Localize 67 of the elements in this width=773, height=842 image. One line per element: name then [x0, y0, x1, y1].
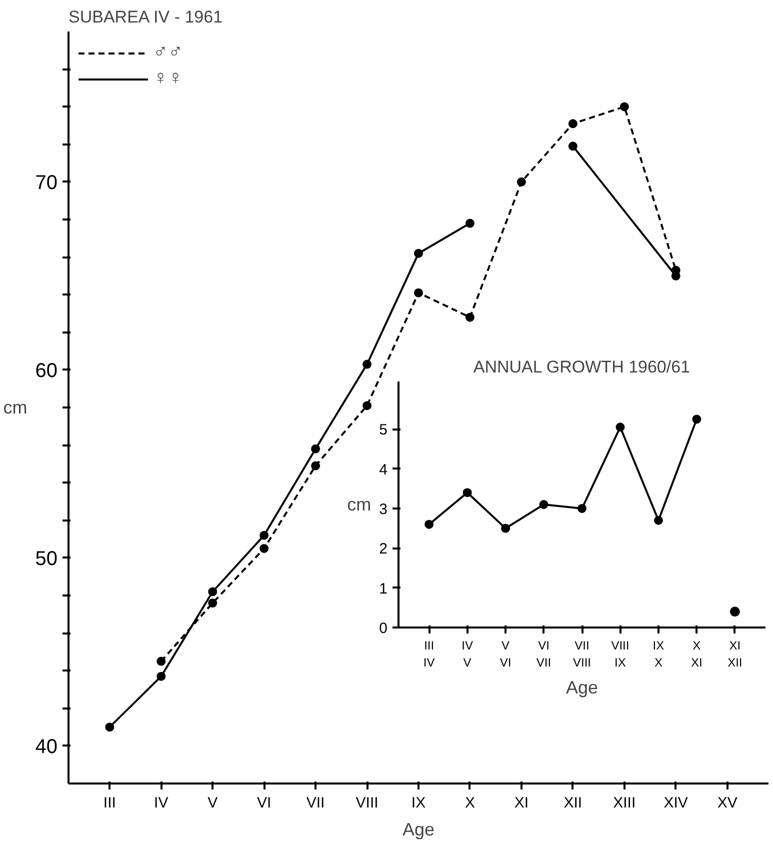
point	[414, 288, 423, 298]
chart-title: ANNUAL GROWTH 1960/61	[473, 358, 690, 376]
point	[516, 177, 526, 186]
point	[208, 587, 218, 596]
point	[654, 516, 663, 525]
y-tick-label: 2	[379, 540, 388, 558]
y-tick-label: 50	[35, 548, 58, 570]
y-tick-label: 0	[379, 620, 388, 637]
chart-title: SUBAREA IV - 1961	[68, 8, 223, 26]
point	[208, 598, 218, 608]
x-tick-label: IV	[154, 794, 168, 812]
y-tick-label: 40	[35, 736, 58, 758]
y-axis-title: cm	[347, 494, 372, 514]
x-tick-label: VIII IX	[611, 638, 630, 670]
x-tick-label: V	[208, 794, 218, 812]
x-tick-label: III	[103, 794, 116, 812]
point	[539, 500, 548, 509]
x-tick-label: XII	[564, 794, 582, 812]
point	[616, 422, 625, 432]
point	[501, 524, 510, 533]
y-axis-title: cm	[3, 398, 28, 418]
point	[424, 520, 434, 529]
x-tick-label: XI	[514, 794, 529, 812]
point	[156, 672, 166, 681]
y-tick-label: 60	[35, 360, 58, 382]
x-axis-title: Age	[566, 677, 598, 698]
x-tick-label: XIV	[664, 794, 688, 812]
point	[362, 401, 372, 410]
point	[620, 102, 629, 112]
point	[311, 461, 320, 470]
point	[260, 544, 269, 553]
point	[260, 530, 269, 540]
y-tick-label: 3	[379, 500, 388, 518]
x-tick-label: V VI	[500, 638, 512, 670]
x-tick-label: VIII	[356, 794, 378, 812]
x-tick-label: X XI	[691, 638, 702, 670]
point	[311, 444, 320, 454]
point	[730, 606, 740, 617]
y-tick-label: 5	[379, 422, 388, 439]
x-tick-label: IV V	[462, 638, 473, 670]
x-tick-label: VI VII	[536, 638, 552, 670]
point	[578, 504, 586, 513]
point	[105, 722, 114, 732]
point	[414, 248, 423, 258]
point	[692, 414, 702, 424]
x-tick-label: IX X	[652, 638, 664, 670]
y-tick-label: 4	[379, 461, 388, 478]
y-tick-label: 70	[35, 172, 58, 194]
x-tick-label: X	[464, 794, 475, 812]
x-tick-label: VII	[306, 794, 325, 812]
point	[362, 360, 372, 369]
point	[462, 488, 472, 498]
x-tick-label: XV	[717, 794, 738, 812]
point	[465, 312, 474, 322]
x-axis-title: Age	[402, 820, 435, 840]
x-tick-label: IX	[411, 794, 426, 812]
legend-label: ♀♀	[153, 67, 183, 90]
x-tick-label: VI	[257, 794, 272, 812]
point	[568, 119, 578, 128]
x-tick-label: XI XII	[728, 638, 742, 670]
x-tick-label: VII VIII	[572, 638, 592, 670]
point	[156, 656, 166, 666]
x-tick-label: III IV	[423, 638, 435, 670]
y-tick-label: 1	[379, 580, 388, 598]
x-tick-label: XIII	[613, 794, 636, 812]
point	[465, 218, 474, 228]
legend-label: ♂♂	[153, 41, 183, 64]
